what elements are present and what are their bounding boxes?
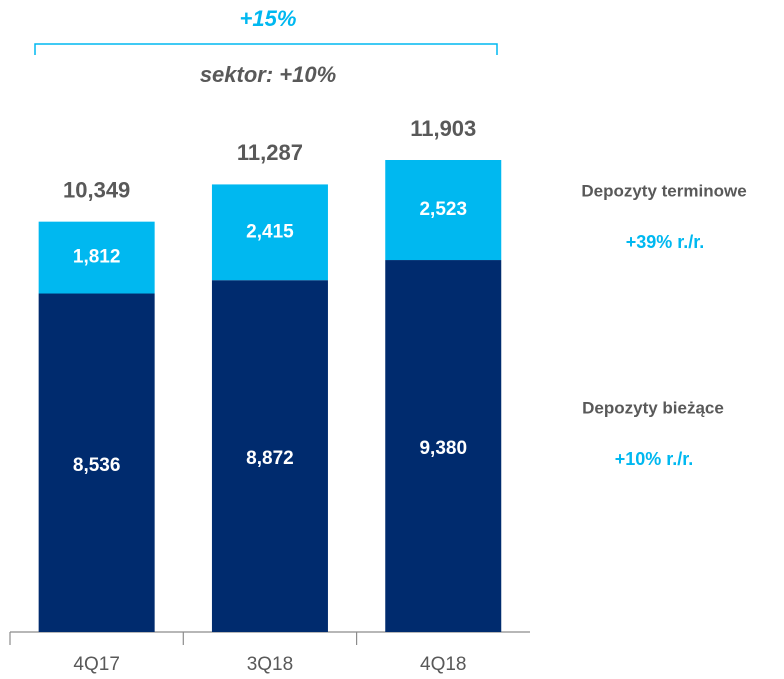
legend-label: Depozyty terminowe [581, 181, 746, 200]
x-tick-label: 4Q17 [73, 654, 119, 675]
x-tick-label: 3Q18 [247, 654, 293, 675]
value-label: 2,523 [419, 199, 467, 220]
total-label: 10,349 [63, 177, 130, 202]
bar-segment [211, 280, 328, 632]
value-label: 8,536 [73, 455, 121, 476]
bar-segment [385, 160, 502, 261]
total-label: 11,903 [410, 116, 476, 141]
growth-label: +10% r./r. [615, 449, 694, 469]
value-label: 1,812 [73, 247, 121, 268]
value-label: 9,380 [419, 438, 467, 459]
bracket [34, 43, 498, 55]
bracket-sublabel: sektor: +10% [200, 62, 336, 87]
bar-segment [385, 260, 502, 632]
value-label: 8,872 [246, 448, 294, 469]
bar-segment [211, 184, 328, 281]
value-label: 2,415 [246, 221, 294, 242]
bracket-label: +15% [240, 6, 297, 31]
x-tick-label: 4Q18 [420, 654, 466, 675]
total-label: 11,287 [237, 140, 303, 165]
growth-label: +39% r./r. [626, 232, 705, 252]
bar-segment [38, 293, 155, 632]
bar-segment [38, 221, 155, 294]
legend-label: Depozyty bieżące [582, 398, 724, 417]
